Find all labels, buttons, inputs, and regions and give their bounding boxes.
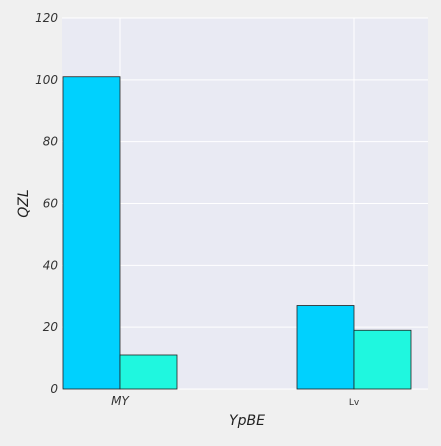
x-tick-label: MY: [111, 394, 130, 408]
y-tick-label: 0: [50, 382, 58, 396]
x-tick-label: Lv: [349, 398, 360, 408]
bar-lv-2: [353, 329, 412, 390]
y-tick-label: 20: [43, 320, 59, 334]
x-axis-title: YpBE: [229, 413, 265, 429]
tick-labels: 0 20 40 60 80 100 120 MY Lv: [35, 11, 360, 408]
y-axis-title: QZL: [16, 189, 32, 217]
y-tick-label: 120: [35, 11, 58, 25]
y-tick-label: 80: [43, 135, 59, 149]
bars: [62, 76, 412, 390]
y-tick-label: 60: [43, 197, 59, 211]
bar-my-1: [62, 76, 121, 390]
y-tick-label: 100: [35, 73, 58, 87]
bar-my-2: [119, 354, 178, 390]
y-tick-label: 40: [43, 258, 59, 272]
bar-lv-1: [296, 305, 355, 390]
